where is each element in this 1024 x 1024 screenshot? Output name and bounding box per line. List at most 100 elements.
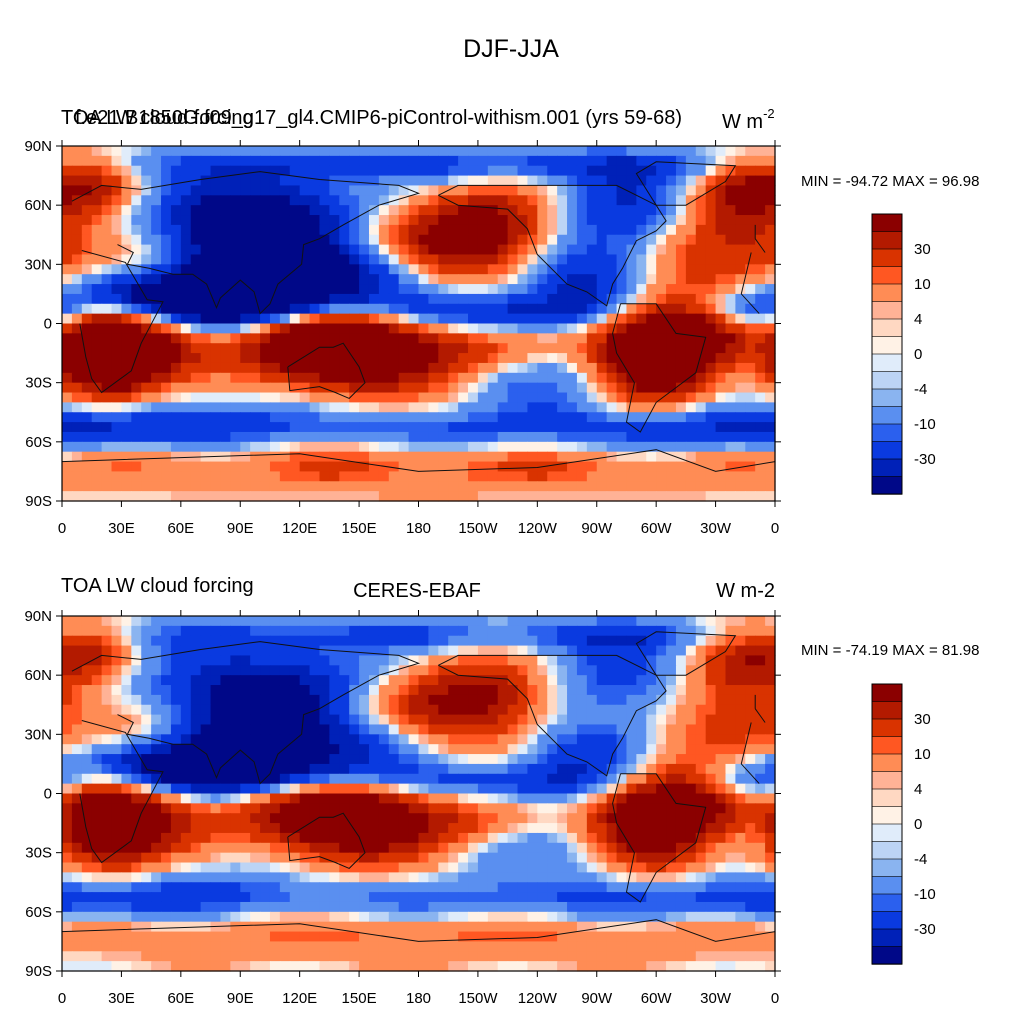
map-cell [151,852,162,864]
map-cell [567,461,578,473]
map-cell [378,635,390,647]
map-cell [250,343,261,354]
map-cell [765,645,776,657]
map-cell [349,645,360,657]
map-cell [418,412,429,423]
map-cell [735,842,746,854]
map-cell [250,165,261,177]
map-cell [359,402,370,413]
map-cell [725,284,736,295]
map-cell [260,882,271,893]
map-cell [448,313,459,325]
map-cell [428,422,439,433]
map-cell [725,685,736,696]
map-cell [586,892,598,903]
map-cell [111,675,123,686]
map-cell [131,694,142,706]
map-cell [289,852,301,864]
map-cell [418,635,429,647]
map-cell [398,293,410,305]
map-cell [576,882,588,893]
map-cell [626,872,637,883]
map-cell [418,773,429,785]
map-cell [725,852,736,864]
map-cell [368,382,380,394]
map-cell [269,911,281,923]
map-cell [705,333,717,344]
map-cell [765,146,776,157]
map-cell [507,392,519,403]
map-cell [240,734,251,745]
map-cell [210,852,222,864]
map-cell [487,783,499,795]
map-cell [329,274,340,285]
map-cell [458,813,469,824]
map-cell [359,303,370,315]
map-cell [289,773,301,785]
map-cell [180,431,192,443]
map-cell [71,205,83,216]
map-cell [240,175,251,187]
map-cell [527,655,538,666]
map-cell [151,645,162,657]
map-cell [666,783,677,795]
map-cell [616,155,628,167]
map-cell [646,832,657,844]
map-cell [527,431,538,443]
map-cell [101,921,113,933]
map-cell [339,734,350,745]
map-cell [547,635,558,647]
map-cell [269,451,281,463]
map-cell [62,635,73,647]
map-cell [596,441,608,453]
map-cell [408,616,420,627]
map-cell [537,185,548,196]
map-cell [359,244,370,256]
map-cell [62,244,73,256]
map-cell [438,763,449,775]
map-cell [190,146,202,157]
map-cell [329,146,340,157]
map-cell [250,773,261,785]
map-cell [161,911,172,923]
map-cell [339,901,350,913]
map-cell [319,911,330,923]
map-cell [418,274,429,285]
map-cell [388,362,400,374]
map-cell [497,264,509,275]
map-cell [656,362,667,374]
map-cell [646,185,657,196]
map-cell [596,146,608,157]
map-cell [735,431,746,443]
map-cell [279,911,291,923]
map-cell [606,783,618,795]
map-cell [111,685,123,696]
map-cell [91,823,103,834]
map-cell [101,754,113,765]
map-cell [151,931,162,943]
map-cell [141,704,152,716]
map-cell [91,754,103,765]
map-cell [151,704,162,716]
map-cell [260,645,271,657]
map-cell [705,704,717,716]
map-cell [190,645,202,657]
map-cell [507,215,519,226]
map-cell [557,823,568,834]
map-cell [448,254,459,265]
map-cell [388,763,400,775]
map-cell [438,234,449,246]
map-cell [497,813,509,824]
map-cell [289,362,301,374]
map-cell [200,734,212,745]
map-cell [378,763,390,775]
map-cell [269,635,281,647]
map-cell [755,382,766,394]
map-cell [170,244,182,256]
map-cell [71,264,83,275]
map-cell [547,665,558,676]
map-cell [745,146,756,157]
map-cell [121,675,132,686]
map-cell [596,763,608,775]
map-cell [616,402,628,413]
